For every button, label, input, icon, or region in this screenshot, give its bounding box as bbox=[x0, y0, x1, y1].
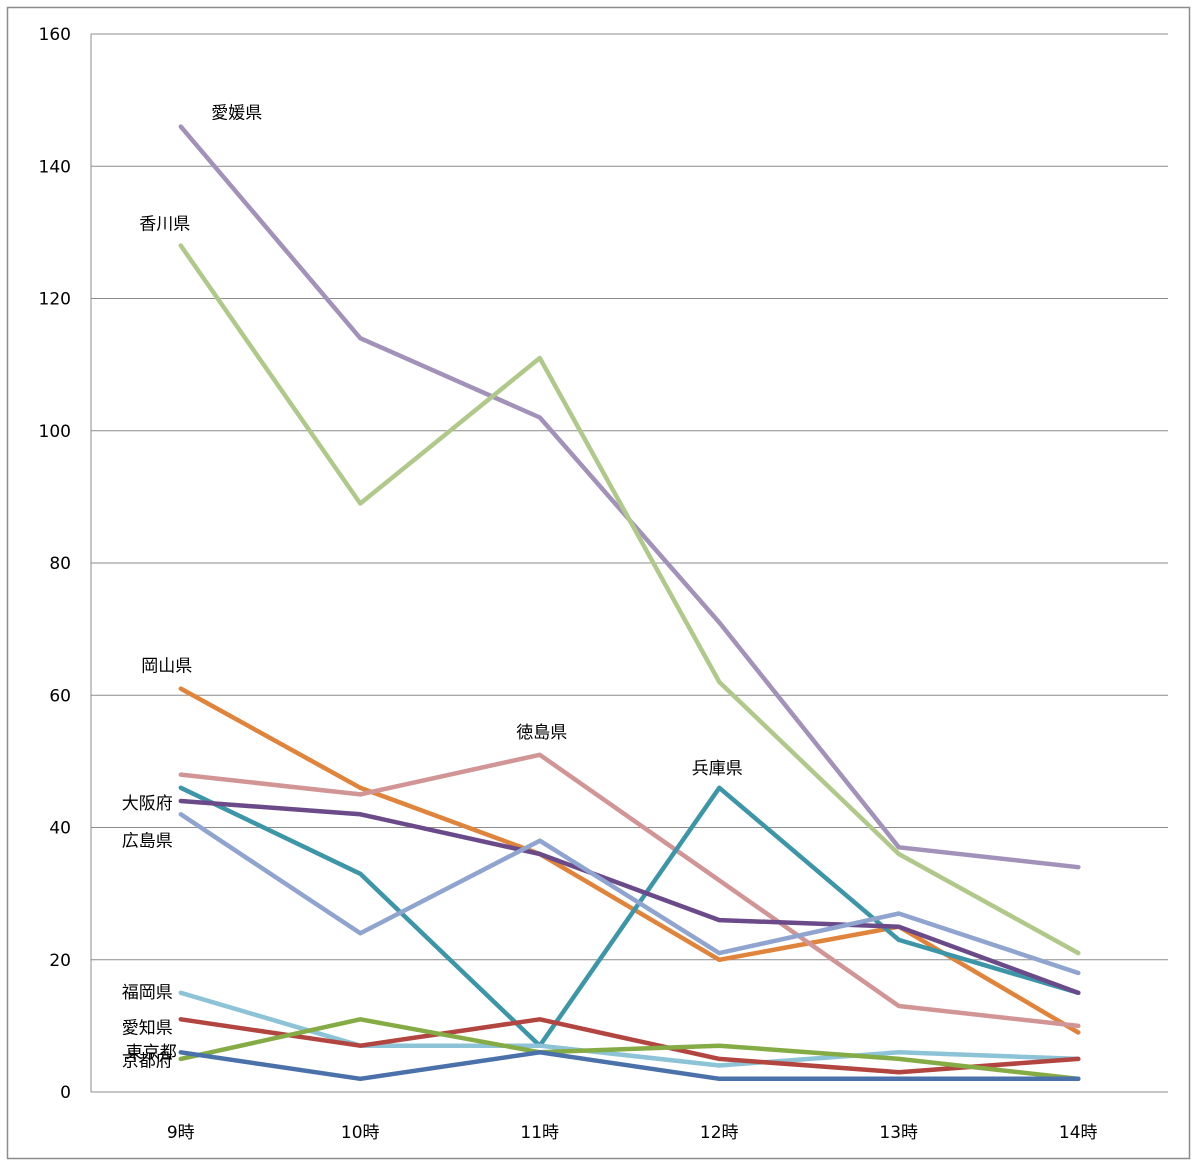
series-line-10 bbox=[178, 1017, 1081, 1082]
series-line-8 bbox=[178, 990, 1081, 1068]
series-label-8: 福岡県 bbox=[122, 983, 173, 1003]
series-label-11: 京都府 bbox=[122, 1051, 173, 1071]
axes: 0 20 40 60 80 100 120 140 160 9時 10時 11時 12時 13時 14時 bbox=[39, 25, 1168, 1143]
series-label-7: 広島県 bbox=[122, 831, 173, 851]
x-tick-label: 11時 bbox=[520, 1123, 559, 1143]
series-line-2 bbox=[178, 243, 1081, 956]
series-label-10: 東京都 bbox=[126, 1043, 177, 1063]
series-line-6 bbox=[178, 798, 1081, 996]
y-tick-label: 60 bbox=[49, 686, 71, 706]
chart-border bbox=[6, 6, 1191, 1160]
series-line-11 bbox=[178, 1050, 1081, 1082]
series-label-5: 兵庫県 bbox=[692, 759, 743, 779]
x-tick-label: 12時 bbox=[700, 1123, 739, 1143]
x-tick-label: 9時 bbox=[167, 1123, 195, 1143]
x-tick-label: 10時 bbox=[341, 1123, 380, 1143]
y-tick-label: 140 bbox=[39, 157, 71, 177]
series-line-5 bbox=[178, 785, 1081, 1048]
x-tick-label: 14時 bbox=[1059, 1123, 1098, 1143]
y-tick-label: 160 bbox=[39, 25, 71, 45]
series-line-4 bbox=[178, 752, 1081, 1029]
series-line-9 bbox=[178, 1017, 1081, 1075]
y-tick-label: 80 bbox=[49, 554, 71, 574]
series-lines bbox=[178, 124, 1081, 1082]
series-label-1: 愛媛県 bbox=[211, 104, 262, 124]
y-tick-label: 20 bbox=[49, 951, 71, 971]
series-label-3: 岡山県 bbox=[141, 657, 192, 677]
x-tick-label: 13時 bbox=[879, 1123, 918, 1143]
series-label-4: 徳島県 bbox=[516, 723, 567, 743]
y-tick-label: 0 bbox=[60, 1083, 71, 1103]
y-tick-label: 120 bbox=[39, 290, 71, 310]
y-tick-label: 40 bbox=[49, 819, 71, 839]
gridlines bbox=[91, 33, 1168, 961]
series-label-2: 香川県 bbox=[139, 215, 190, 235]
y-tick-label: 100 bbox=[39, 422, 71, 442]
series-line-7 bbox=[178, 812, 1081, 976]
series-line-3 bbox=[178, 686, 1081, 1035]
series-label-6: 大阪府 bbox=[122, 794, 173, 814]
series-label-9: 愛知県 bbox=[122, 1018, 173, 1038]
